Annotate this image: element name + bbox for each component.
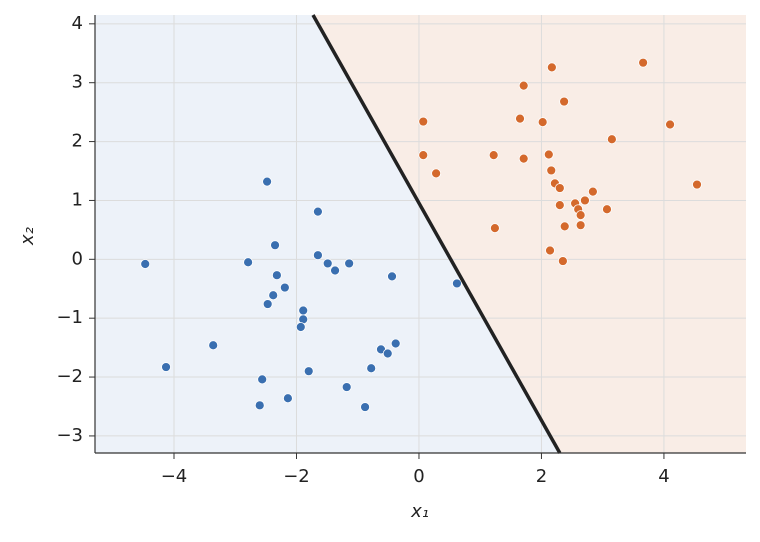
point [322, 258, 333, 269]
point [418, 150, 429, 161]
y-tick-label: 3 [72, 72, 83, 93]
point [431, 168, 442, 179]
x-axis-label: x₁ [410, 501, 429, 522]
point [606, 134, 617, 145]
point [313, 250, 323, 261]
point [575, 220, 586, 231]
point [559, 96, 570, 107]
y-tick-label: 4 [72, 13, 83, 34]
point [295, 322, 306, 332]
point [298, 305, 309, 316]
point [262, 176, 272, 187]
point [546, 62, 557, 73]
y-tick-label: 0 [72, 248, 83, 269]
point [545, 245, 555, 256]
x-tick-label: 0 [413, 466, 424, 487]
point [638, 57, 649, 68]
point [271, 270, 282, 281]
y-tick-label: −1 [56, 307, 83, 328]
point [543, 149, 554, 160]
point [360, 402, 370, 412]
y-tick-label: 1 [72, 189, 83, 210]
point [418, 116, 429, 127]
point [270, 240, 280, 251]
x-tick-label: 2 [536, 466, 547, 487]
point [557, 256, 568, 266]
y-tick-label: 2 [72, 131, 83, 152]
point [602, 204, 612, 215]
point [575, 210, 586, 221]
point [554, 200, 565, 211]
point [140, 259, 151, 269]
point [366, 363, 377, 374]
point [515, 113, 525, 124]
point [254, 400, 265, 411]
point [313, 206, 323, 217]
point [390, 338, 401, 349]
point [330, 265, 340, 276]
point [518, 80, 529, 91]
x-tick-label: −4 [161, 466, 188, 487]
y-tick-label: −3 [56, 425, 83, 446]
point [665, 119, 675, 130]
point [268, 290, 279, 301]
decision-boundary [311, 14, 562, 454]
point [303, 366, 314, 377]
point [587, 186, 598, 197]
point [283, 393, 293, 404]
x-tick-label: −2 [283, 466, 310, 487]
point [490, 223, 500, 234]
point [279, 282, 290, 293]
point [692, 179, 702, 190]
point [344, 258, 355, 269]
point [387, 271, 397, 282]
point [518, 153, 529, 164]
point [452, 278, 462, 289]
point [208, 340, 219, 351]
y-axis-label: x₂ [17, 227, 38, 246]
point [546, 165, 557, 176]
point [161, 362, 171, 372]
point [382, 348, 393, 359]
y-tick-label: −2 [56, 366, 83, 387]
point [341, 382, 352, 392]
x-tick-label: 4 [658, 466, 669, 487]
point [243, 257, 254, 268]
point [537, 117, 548, 128]
point [559, 221, 570, 232]
point [488, 150, 499, 161]
point [262, 299, 273, 309]
point [257, 374, 268, 385]
point [580, 195, 590, 206]
point [554, 183, 565, 193]
